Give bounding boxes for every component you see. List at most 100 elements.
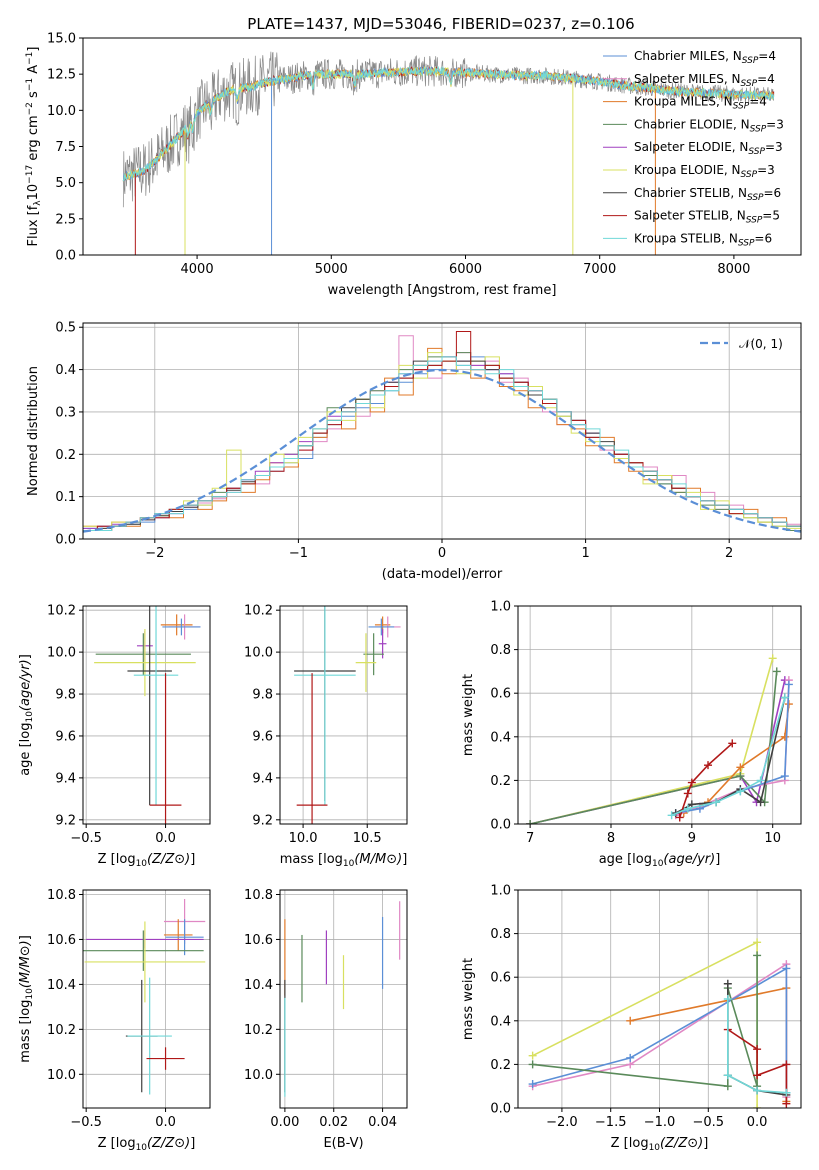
y-tick-label: 10.0 xyxy=(244,646,273,661)
errorbar-kroupa-stelib xyxy=(127,977,172,1095)
axes-frame xyxy=(517,605,802,825)
weight-line xyxy=(727,999,787,1094)
y-tick-label: 10.8 xyxy=(244,888,273,903)
y-tick-label: 0.0 xyxy=(490,818,511,833)
weight-marker xyxy=(736,787,745,796)
weight-marker xyxy=(528,1080,537,1089)
legend-label: Chabrier ELODIE, NSSP=3 xyxy=(634,117,784,134)
plot-area xyxy=(526,654,793,824)
panel-ebv-mass: 0.00 0.02 0.04 10.0 10.2 10.4 10.6 10.8 E(B-V) xyxy=(244,888,408,1151)
weight-marker xyxy=(723,1082,732,1091)
weight-marker xyxy=(723,995,732,1003)
legend-label: Salpeter MILES, NSSP=4 xyxy=(634,72,775,89)
y-axis-label: mass [log10(M/M⊙)] xyxy=(18,935,35,1063)
x-tick-label: 7 xyxy=(526,831,534,846)
y-tick-label: 0.5 xyxy=(55,321,76,336)
x-tick-label: 0.0 xyxy=(155,1115,176,1130)
errorbar-salpeter-elodie xyxy=(378,629,387,659)
plot-area xyxy=(83,898,206,1095)
y-tick-label: 15.0 xyxy=(47,32,76,47)
weight-marker xyxy=(683,789,692,798)
model-line-kroupa-stelib xyxy=(122,65,775,182)
legend-label: Chabrier MILES, NSSP=4 xyxy=(634,49,776,66)
y-tick-label: 1.0 xyxy=(490,600,511,615)
weight-marker xyxy=(626,1053,635,1062)
hist-kroupa-stelib xyxy=(83,356,801,539)
errorbar-chabrier-miles xyxy=(368,618,395,636)
x-tick-label: −1.5 xyxy=(595,1115,627,1130)
weight-marker xyxy=(782,1099,791,1108)
y-axis-label: Flux [fλ10−17 erg cm−2 s−1 A−1] xyxy=(25,47,43,247)
x-tick-label: −0.5 xyxy=(70,831,102,846)
weight-marker xyxy=(753,1071,762,1080)
panels: Chabrier MILES, NSSP=4 Salpeter MILES, NS… xyxy=(18,32,802,1153)
x-tick-label: 5000 xyxy=(315,262,348,277)
plot-area xyxy=(94,606,201,824)
y-tick-label: 0.1 xyxy=(55,490,76,505)
weight-marker xyxy=(753,1104,762,1108)
errorbar-salpeter-stelib xyxy=(149,673,182,824)
errorbar-kroupa-stelib xyxy=(294,606,356,806)
legend-label: Chabrier STELIB, NSSP=6 xyxy=(634,186,781,203)
x-tick-label: 0.0 xyxy=(155,831,176,846)
errorbar-chabrier-miles xyxy=(162,618,201,636)
errorbar-kroupa-elodie xyxy=(94,629,196,697)
y-tick-label: 10.2 xyxy=(47,604,76,619)
panel-age-weight: 7 8 9 10 0.0 0.2 0.4 0.6 0.8 1.0 age [log10(age/yr… xyxy=(461,600,802,869)
panel-spectrum: Chabrier MILES, NSSP=4 Salpeter MILES, NS… xyxy=(25,32,802,298)
weight-marker xyxy=(782,1060,791,1069)
weight-series-chabrier-stelib xyxy=(671,693,789,818)
legend-label: Kroupa STELIB, NSSP=6 xyxy=(634,231,772,248)
weight-marker xyxy=(753,938,762,947)
y-tick-label: 10.2 xyxy=(244,604,273,619)
x-tick-label: −0.5 xyxy=(693,1115,725,1130)
y-tick-label: 0.8 xyxy=(490,927,511,942)
panel-mass-age: 10.0 10.5 9.2 9.4 9.6 9.8 10.0 10.2 mass [log10(… xyxy=(244,604,408,869)
x-tick-label: 0.0 xyxy=(747,1115,768,1130)
weight-marker xyxy=(526,820,535,824)
plot-area xyxy=(284,901,401,1097)
y-tick-label: 9.2 xyxy=(252,813,273,828)
weight-marker xyxy=(683,804,692,813)
weight-marker xyxy=(723,979,732,988)
y-axis-label: age [log10(age/yr)] xyxy=(18,654,35,776)
legend-label: Kroupa MILES, NSSP=4 xyxy=(634,95,767,112)
weight-marker xyxy=(782,1088,791,1097)
y-tick-label: 0.8 xyxy=(490,643,511,658)
y-tick-label: 7.5 xyxy=(55,140,76,155)
weight-marker xyxy=(753,1086,762,1095)
panel-z-mass: −0.5 0.0 10.0 10.2 10.4 10.6 10.8 Z [log10(Z/Z⊙… xyxy=(18,888,211,1153)
x-axis-label: Z [log10(Z/Z⊙)] xyxy=(98,852,196,869)
weight-marker xyxy=(687,778,696,787)
weight-marker xyxy=(626,1016,635,1025)
errorbar-chabrier-elodie xyxy=(95,633,191,676)
x-tick-label: 4000 xyxy=(181,262,214,277)
x-tick-label: −1 xyxy=(289,546,308,561)
weight-marker xyxy=(756,798,765,807)
y-tick-label: 0.4 xyxy=(490,1014,511,1029)
y-tick-label: 5.0 xyxy=(55,176,76,191)
y-tick-label: 10.6 xyxy=(244,933,273,948)
x-tick-label: 1 xyxy=(581,546,589,561)
axes-frame xyxy=(279,889,408,1109)
weight-marker xyxy=(782,964,791,973)
x-axis-label: wavelength [Angstrom, rest frame] xyxy=(328,283,557,298)
x-tick-label: 0.02 xyxy=(319,1115,348,1130)
y-tick-label: 1.0 xyxy=(490,884,511,899)
y-tick-label: 0.2 xyxy=(490,774,511,789)
x-axis-label: mass [log10(M/M⊙)] xyxy=(280,852,408,869)
weight-marker xyxy=(772,667,781,676)
legend-label: 𝒩(0, 1) xyxy=(739,337,783,351)
y-tick-label: 0.4 xyxy=(490,730,511,745)
weight-marker xyxy=(528,1051,537,1060)
plot-area xyxy=(294,606,401,824)
weight-line xyxy=(675,697,786,814)
y-tick-label: 0.0 xyxy=(490,1102,511,1117)
x-axis-label: (data-model)/error xyxy=(382,567,503,582)
weight-marker xyxy=(780,772,789,781)
y-tick-label: 0.0 xyxy=(55,249,76,264)
y-tick-label: 10.4 xyxy=(244,978,273,993)
y-axis-label: mass weight xyxy=(461,674,476,756)
y-tick-label: 10.8 xyxy=(47,888,76,903)
weight-series-salpeter-stelib xyxy=(675,739,737,822)
